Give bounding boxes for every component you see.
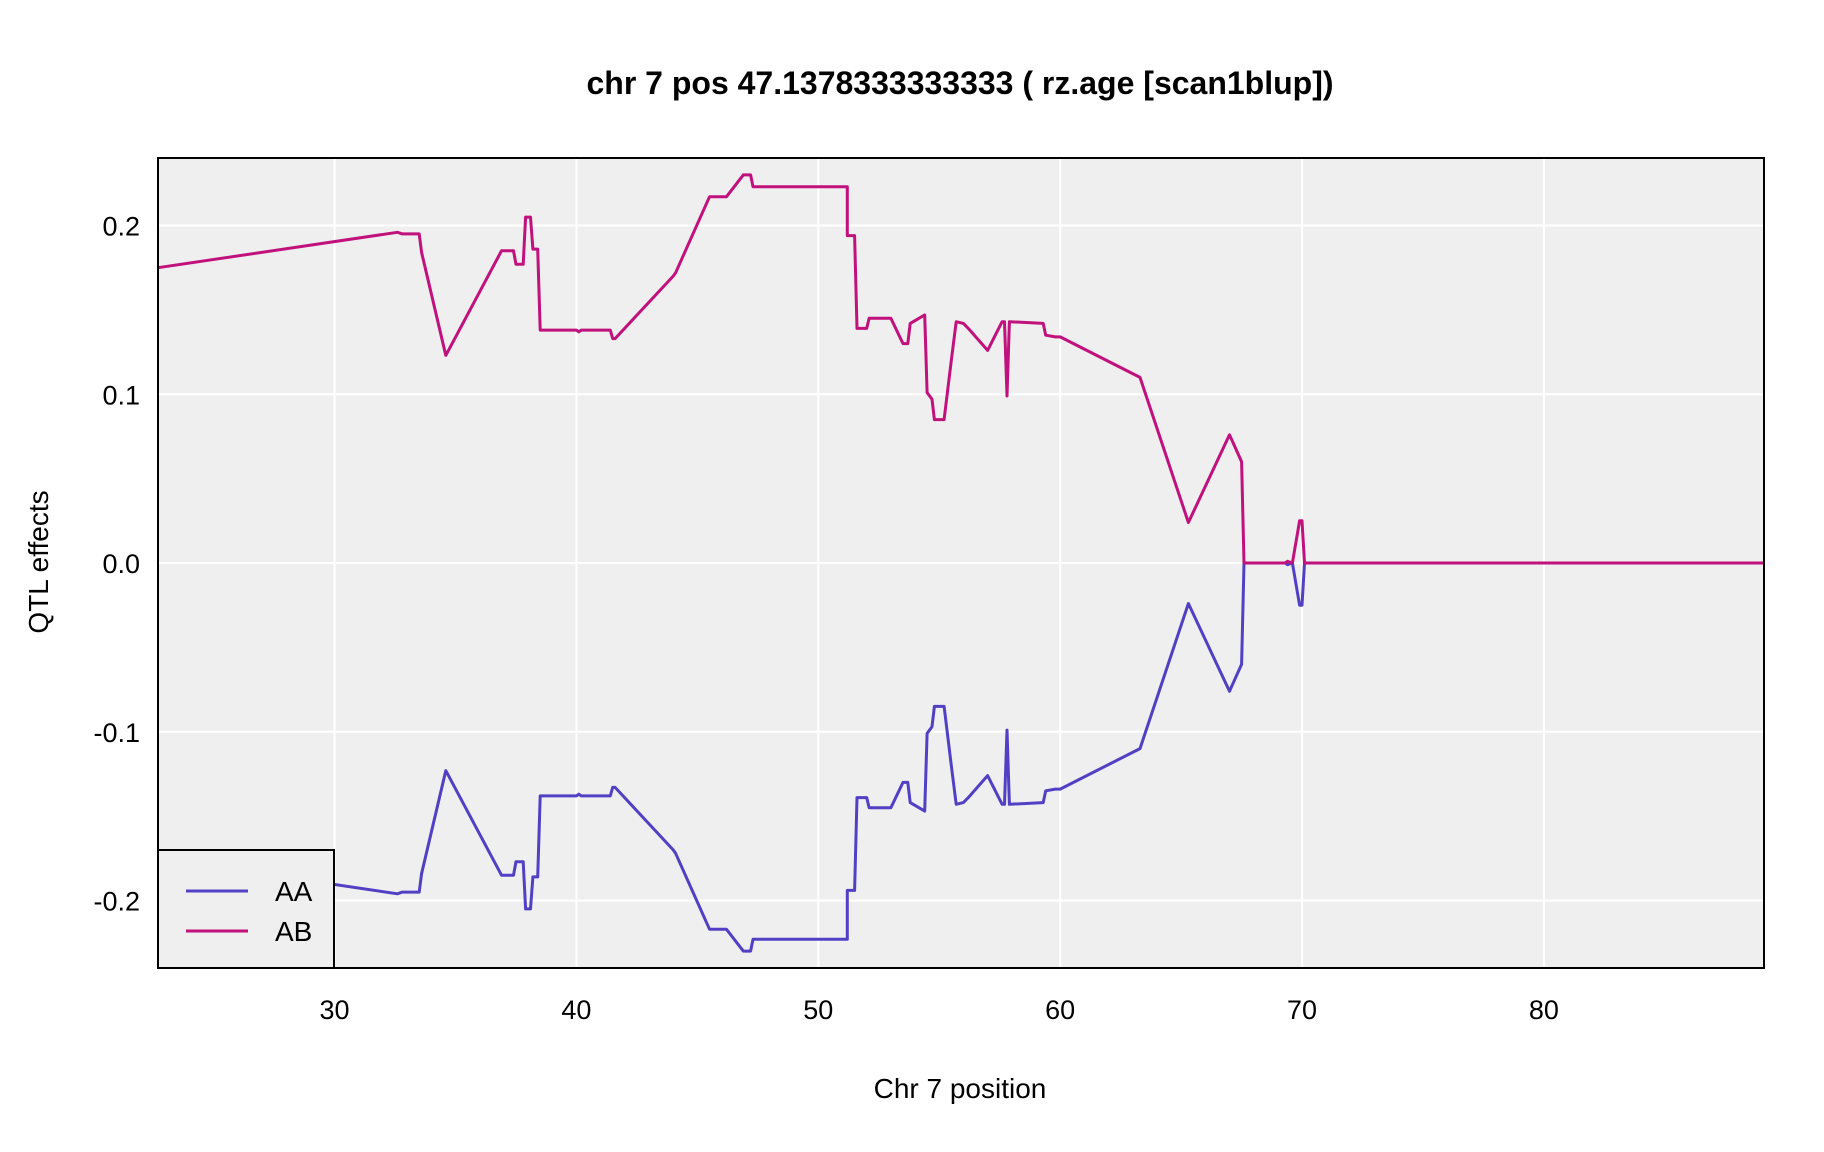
y-tick-label: 0.1 (102, 380, 140, 410)
x-tick-label: 30 (320, 995, 350, 1025)
y-tick-label: 0.2 (102, 212, 140, 242)
x-tick-label: 60 (1045, 995, 1075, 1025)
y-axis-ticks: -0.2 -0.1 0.0 0.1 0.2 (93, 212, 140, 917)
y-tick-label: -0.1 (93, 718, 140, 748)
chart-title: chr 7 pos 47.1378333333333 ( rz.age [sca… (586, 65, 1333, 101)
x-axis-label: Chr 7 position (874, 1073, 1047, 1104)
x-tick-label: 40 (561, 995, 591, 1025)
x-axis-ticks: 30 40 50 60 70 80 (320, 995, 1559, 1025)
legend-box (157, 849, 335, 969)
legend-label-ab: AB (275, 916, 312, 947)
y-tick-label: -0.2 (93, 887, 140, 917)
grid-lines (158, 158, 1764, 968)
legend: AA AB (157, 849, 335, 969)
legend-label-aa: AA (275, 876, 313, 907)
x-tick-label: 70 (1287, 995, 1317, 1025)
series-lines (157, 173, 1764, 953)
series-line-ab (157, 173, 1764, 565)
plot-border (157, 157, 1765, 969)
x-tick-label: 50 (803, 995, 833, 1025)
series-line-aa (157, 561, 1764, 953)
y-tick-label: 0.0 (102, 549, 140, 579)
y-axis-label: QTL effects (23, 490, 54, 633)
x-tick-label: 80 (1529, 995, 1559, 1025)
